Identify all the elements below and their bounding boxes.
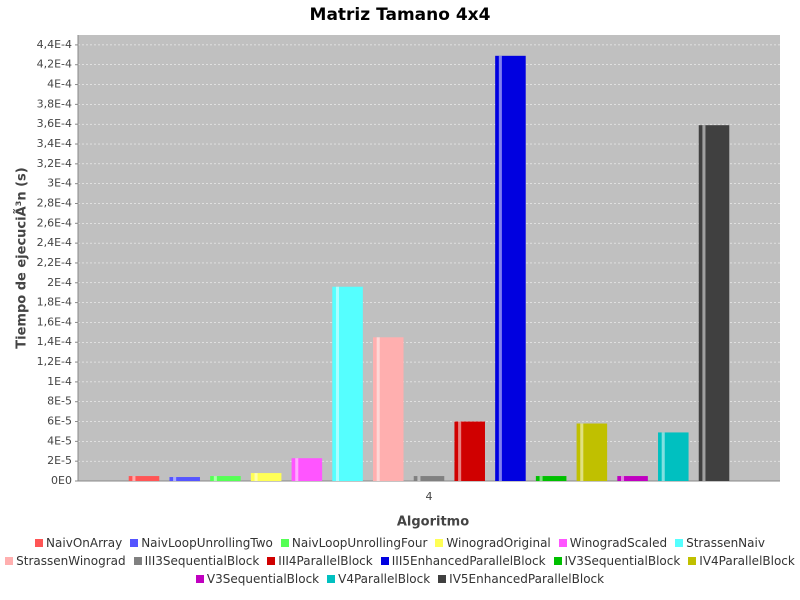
- y-tick-label: 2E-5: [47, 454, 72, 467]
- bar-highlight: [580, 423, 584, 481]
- y-tick-label: 2,4E-4: [37, 236, 72, 249]
- bar: [169, 477, 200, 481]
- bar: [128, 476, 160, 481]
- legend-swatch: [327, 575, 336, 583]
- bar: [535, 476, 567, 481]
- legend-item: IV5EnhancedParallelBlock: [438, 572, 604, 586]
- legend-item: V3SequentialBlock: [195, 572, 320, 586]
- bar: [617, 476, 648, 481]
- legend-label: WinogradOriginal: [446, 536, 551, 550]
- legend-label: III5EnhancedParallelBlock: [391, 554, 546, 568]
- bar-highlight: [295, 458, 299, 481]
- y-tick-label: 2,6E-4: [37, 216, 72, 229]
- legend-swatch: [130, 539, 139, 547]
- chart-title: Matriz Tamano 4x4: [310, 5, 491, 25]
- legend-item: IV3SequentialBlock: [553, 554, 681, 568]
- y-tick-label: 2E-4: [47, 276, 72, 289]
- legend-item: III4ParallelBlock: [267, 554, 373, 568]
- bar: [413, 476, 445, 481]
- bar-highlight: [335, 286, 340, 481]
- bar: [250, 473, 282, 481]
- y-tick-label: 3E-4: [47, 177, 72, 190]
- legend-label: IV3SequentialBlock: [564, 554, 681, 568]
- legend-label: NaivLoopUnrollingFour: [291, 536, 428, 550]
- legend-label: NaivLoopUnrollingTwo: [141, 536, 273, 550]
- y-tick-label: 2,8E-4: [37, 196, 72, 209]
- bar-highlight: [620, 476, 625, 481]
- legend-label: NaivOnArray: [46, 536, 123, 550]
- legend-swatch: [195, 575, 204, 583]
- bar-highlight: [458, 421, 462, 481]
- x-axis-label: Algoritmo: [397, 515, 469, 530]
- legend-label: IV4ParallelBlock: [699, 554, 795, 568]
- y-tick-label: 3,6E-4: [37, 117, 72, 130]
- y-tick-label: 3,2E-4: [37, 157, 72, 170]
- legend-swatch: [133, 557, 142, 565]
- chart: Matriz Tamano 4x4 Algoritmo Tiempo de ej…: [14, 5, 780, 530]
- y-tick-label: 1E-4: [47, 375, 72, 388]
- y-tick-label: 6E-5: [47, 415, 72, 428]
- legend-item: NaivLoopUnrollingFour: [280, 536, 428, 550]
- y-tick-label: 4E-5: [47, 434, 72, 447]
- legend-label: IV5EnhancedParallelBlock: [449, 572, 605, 586]
- bar-highlight: [539, 476, 543, 481]
- legend: NaivOnArray NaivLoopUnrollingTwo NaivLoopU…: [0, 536, 800, 586]
- legend-label: StrassenNaiv: [686, 536, 765, 550]
- legend-item: V4ParallelBlock: [327, 572, 430, 586]
- y-axis-label: Tiempo de ejecuciÃ³n (s): [14, 167, 30, 348]
- legend-label: WinogradScaled: [569, 536, 668, 550]
- y-tick-label: 1,2E-4: [37, 355, 72, 368]
- legend-label: III3SequentialBlock: [144, 554, 260, 568]
- legend-swatch: [688, 557, 697, 565]
- legend-swatch: [435, 539, 444, 547]
- bar-highlight: [213, 476, 217, 481]
- legend-swatch: [553, 557, 562, 565]
- legend-item: WinogradOriginal: [435, 536, 551, 550]
- legend-swatch: [280, 539, 289, 547]
- bar-highlight: [661, 432, 665, 481]
- bar-highlight: [132, 476, 136, 481]
- bar-highlight: [498, 55, 502, 482]
- legend-swatch: [5, 557, 14, 565]
- y-tick-label: 4,4E-4: [37, 38, 72, 51]
- legend-item: StrassenNaiv: [675, 536, 765, 550]
- y-tick-label: 8E-5: [47, 395, 72, 408]
- legend-swatch: [438, 575, 447, 583]
- y-tick-label: 1,8E-4: [37, 296, 72, 309]
- bar-highlight: [254, 473, 258, 481]
- legend-item: IV4ParallelBlock: [688, 554, 795, 568]
- legend-swatch: [380, 557, 389, 565]
- legend-item: StrassenWinograd: [5, 554, 126, 568]
- legend-item: WinogradScaled: [558, 536, 668, 550]
- y-tick-label: 4E-4: [47, 78, 72, 91]
- bar-highlight: [376, 337, 380, 481]
- y-tick-label: 1,4E-4: [37, 335, 72, 348]
- y-tick-label: 2,2E-4: [37, 256, 72, 269]
- y-tick-label: 3,8E-4: [37, 97, 72, 110]
- bar-highlight: [173, 477, 177, 481]
- legend-item: III3SequentialBlock: [133, 554, 260, 568]
- legend-swatch: [675, 539, 684, 547]
- legend-swatch: [558, 539, 567, 547]
- legend-swatch: [35, 539, 44, 547]
- y-tick-label: 1,6E-4: [37, 315, 72, 328]
- legend-label: III4ParallelBlock: [278, 554, 373, 568]
- x-tick-label: 4: [426, 490, 433, 503]
- legend-label: V3SequentialBlock: [206, 572, 320, 586]
- bar: [210, 476, 241, 481]
- bar-highlight: [417, 476, 421, 481]
- y-tick-label: 0E0: [51, 474, 72, 487]
- y-tick-label: 4,2E-4: [37, 58, 72, 71]
- bar: [291, 458, 323, 481]
- legend-swatch: [267, 557, 276, 565]
- legend-item: III5EnhancedParallelBlock: [380, 554, 546, 568]
- plot-area: [78, 35, 780, 481]
- y-tick-label: 3,4E-4: [37, 137, 72, 150]
- legend-item: NaivOnArray: [35, 536, 122, 550]
- bar-highlight: [702, 125, 706, 482]
- legend-item: NaivLoopUnrollingTwo: [130, 536, 273, 550]
- legend-label: V4ParallelBlock: [338, 572, 431, 586]
- legend-label: StrassenWinograd: [16, 554, 126, 568]
